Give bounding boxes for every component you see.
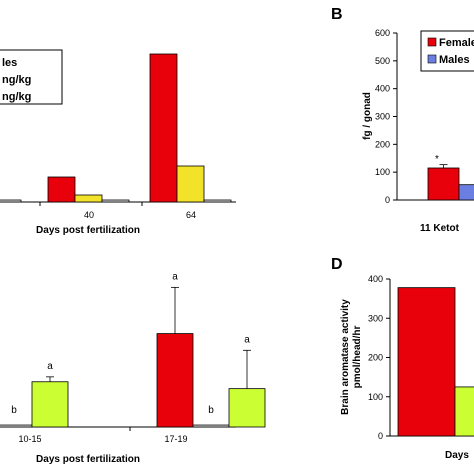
panel-a-bar-s1-c1	[74, 194, 103, 203]
panel-b-legend-swatch-males	[427, 54, 437, 64]
panel-c-bar-s0-c1	[156, 333, 194, 428]
panel-c-x-tick-label-17-19: 17-19	[164, 434, 187, 444]
panel-c-sig-label-s2-c1: a	[244, 334, 250, 345]
panel-b-legend-entry-males: Males	[439, 54, 470, 66]
panel-b-legend-entry-female: Female	[439, 37, 474, 49]
panel-d-y-axis-title-line-2: pmol/head/hr	[352, 326, 363, 389]
panel-c-sig-label-s1-c0: b	[11, 405, 17, 416]
panel-a-bar-s0-c1	[47, 176, 76, 203]
panel-b-y-tick-label-6: 600	[375, 28, 390, 38]
panel-d-bar-s1-c0	[454, 386, 474, 437]
panel-a-bar-s2-c0	[0, 199, 22, 203]
panel-d-y-tick-label-2: 200	[368, 353, 383, 363]
panel-c-x-tick-label-10-15: 10-15	[18, 434, 41, 444]
panel-b-y-tick-label-5: 500	[375, 56, 390, 66]
panel-b-bar-s0-c0	[427, 167, 460, 201]
panel-b-y-axis-title: fg / gonad	[362, 92, 373, 140]
panel-a-legend-entry-2: ng/kg	[2, 74, 31, 86]
panel-d-y-axis-title-line-1: Brain aromatase activity	[340, 299, 351, 415]
panel-d-bar-s0-c0	[397, 287, 456, 437]
panel-b: B 0 100 200 300 400 500 600 fg / gonad 11 Keto…	[331, 6, 474, 234]
panel-c-bar-s1-c1	[192, 424, 230, 428]
panel-a: 40 64 Days post fertilization les ng/kg …	[0, 49, 236, 236]
panel-d-y-tick-label-4: 400	[368, 274, 383, 284]
panel-d-y-tick-label-1: 100	[368, 392, 383, 402]
panel-c-bar-s2-c0	[31, 381, 69, 428]
panel-a-bar-s2-c2	[203, 199, 232, 203]
panel-b-y-tick-label-3: 300	[375, 112, 390, 122]
panel-b-label: B	[331, 6, 343, 23]
panel-a-bar-s2-c1	[101, 199, 130, 203]
panel-c-x-axis-title: Days post fertilization	[36, 454, 140, 465]
panel-b-y-tick-label-2: 200	[375, 139, 390, 149]
panel-a-legend-entry-1: les	[2, 57, 17, 69]
panel-b-bar-s1-c0	[458, 184, 474, 201]
panel-a-legend-entry-3: ng/kg	[2, 91, 31, 103]
panel-a-bar-s1-c2	[176, 165, 205, 203]
panel-c-bar-s2-c1	[228, 388, 266, 428]
panel-b-legend-swatch-female	[427, 37, 437, 47]
panel-a-x-tick-label-40: 40	[84, 210, 94, 220]
panel-a-x-tick-label-64: 64	[186, 210, 196, 220]
panel-b-legend	[420, 30, 474, 72]
panel-d-y-tick-label-0: 0	[378, 431, 383, 441]
panel-d-label: D	[331, 256, 343, 273]
panel-a-bar-s0-c2	[149, 53, 178, 203]
panel-a-legend	[0, 49, 63, 105]
panel-d: D 0 100 200 300 400 Brain aromatase activity…	[331, 256, 474, 461]
panel-b-x-axis-title: 11 Ketot	[420, 223, 460, 234]
panel-c-sig-label-s1-c1: b	[208, 405, 214, 416]
panel-c: b a a b a 10-15 17-19 Days post fertilizatio…	[0, 271, 266, 465]
panel-b-y-tick-label-1: 100	[375, 167, 390, 177]
panel-d-y-tick-label-3: 300	[368, 313, 383, 323]
panel-c-sig-label-s0-c1: a	[172, 271, 178, 282]
panel-b-annotation-star: *	[435, 154, 439, 165]
panel-b-y-tick-label-0: 0	[385, 195, 390, 205]
panel-d-x-axis-title: Days	[445, 450, 469, 461]
panel-a-x-axis-title: Days post fertilization	[36, 225, 140, 236]
panel-b-y-tick-label-4: 400	[375, 84, 390, 94]
panel-c-sig-label-s2-c0: a	[47, 361, 53, 372]
panel-c-bar-s1-c0	[0, 424, 33, 428]
